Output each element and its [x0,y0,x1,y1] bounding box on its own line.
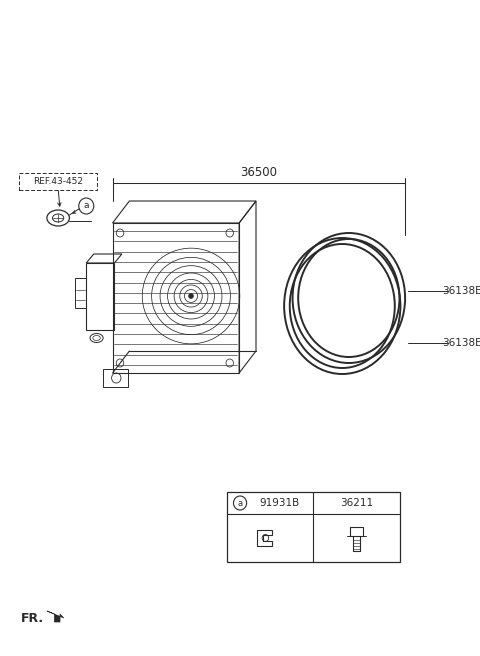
Text: a: a [84,201,89,211]
Polygon shape [47,611,64,622]
Bar [227,492,400,562]
Text: REF.43-452: REF.43-452 [33,176,83,186]
Text: 36211: 36211 [340,498,373,508]
Text: 91931B: 91931B [259,498,300,508]
Bar [350,527,363,536]
Text: 36138E: 36138E [443,338,480,348]
Text: 36500: 36500 [240,167,277,180]
Text: 36138E: 36138E [443,286,480,296]
Text: FR.: FR. [21,611,44,625]
Circle shape [189,293,193,298]
Text: a: a [238,499,242,508]
